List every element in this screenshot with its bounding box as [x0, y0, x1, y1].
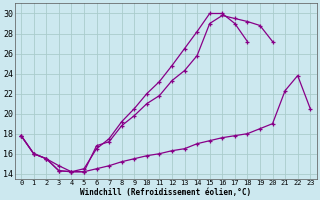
X-axis label: Windchill (Refroidissement éolien,°C): Windchill (Refroidissement éolien,°C)	[80, 188, 251, 197]
